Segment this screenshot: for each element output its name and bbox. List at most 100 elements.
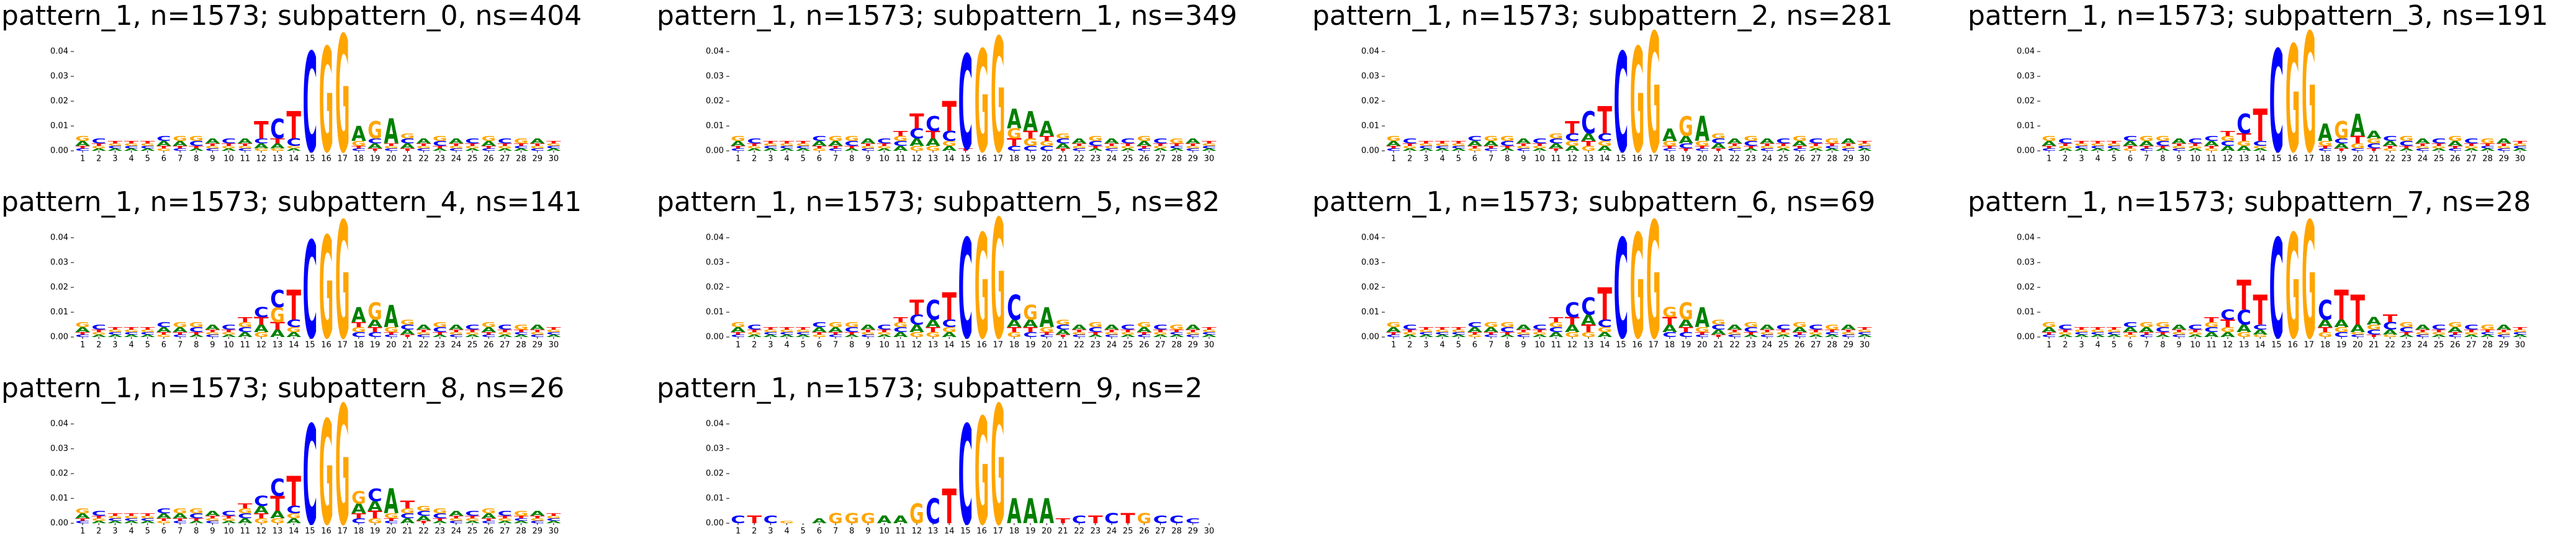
logo-letter: A (2107, 334, 2122, 338)
logo-letter: C (2091, 331, 2105, 335)
x-tick-label: 15 (960, 155, 971, 164)
logo-letter: T (2123, 145, 2138, 149)
logo-letter: G (335, 189, 350, 376)
x-tick-label: 15 (1616, 341, 1626, 350)
x-tick-label: 8 (2160, 341, 2165, 350)
logo-letter: T (861, 143, 876, 146)
logo-letter: T (747, 329, 762, 333)
logo-letter: T (1153, 143, 1168, 146)
logo-letter: G (75, 507, 90, 515)
logo-letter: G (1662, 305, 1677, 320)
logo-letter: G (1825, 137, 1840, 145)
x-tick-label: 29 (2498, 341, 2509, 350)
logo-letter: T (1386, 331, 1401, 335)
logo-letter: T (124, 140, 139, 144)
logo-letter: C (205, 334, 220, 338)
logo-letter: T (2480, 143, 2495, 146)
x-tick-label: 2 (96, 527, 101, 536)
logo-letter: G (780, 329, 795, 333)
logo-letter: A (1744, 148, 1759, 151)
logo-letter: G (465, 145, 480, 149)
logo-letter: A (530, 137, 545, 145)
logo-letter: T (286, 468, 301, 516)
logo-letter: C (108, 145, 123, 149)
y-tick-label: 0.00 (2017, 333, 2035, 342)
logo-letter: A (731, 140, 745, 148)
x-tick-label: 20 (1697, 155, 1708, 164)
logo-letter: T (254, 117, 269, 145)
logo-letter: C (780, 331, 795, 335)
logo-letter: G (1792, 321, 1807, 329)
x-tick-label: 30 (1860, 155, 1870, 164)
x-tick-label: 16 (2287, 341, 2298, 350)
logo-letter: A (465, 334, 480, 338)
logo-letter: T (925, 326, 940, 334)
x-tick-label: 21 (402, 341, 413, 350)
logo-letter: A (2042, 326, 2056, 334)
logo-letter: A (108, 520, 123, 524)
logo-letter: C (1533, 323, 1547, 331)
y-tick-label: 0.02 (50, 97, 68, 106)
logo-letter: A (942, 331, 957, 339)
logo-letter: A (2334, 318, 2349, 330)
logo-letter: C (877, 137, 892, 145)
x-tick-label: 26 (1139, 341, 1150, 350)
x-tick-label: 13 (1583, 155, 1594, 164)
logo-letter: C (1007, 145, 1022, 153)
logo-letter: T (1809, 329, 1824, 333)
logo-letter: C (75, 334, 90, 338)
logo-letter: C (844, 140, 859, 148)
logo-letter: G (1597, 326, 1612, 334)
x-tick-label: 12 (912, 155, 922, 164)
logo-letter: A (286, 331, 301, 339)
logo-letter: A (2204, 331, 2219, 339)
logo-letter: C (1186, 517, 1200, 525)
logo-letter: C (1597, 318, 1612, 330)
x-tick-label: 15 (1616, 155, 1626, 164)
logo-letter: G (2415, 331, 2430, 335)
logo-letter: T (1435, 326, 1450, 330)
logo-letter: T (449, 143, 464, 146)
x-tick-label: 20 (386, 341, 397, 350)
x-tick-label: 14 (2255, 341, 2266, 350)
logo-letter: T (1711, 148, 1726, 151)
logo-letter: A (1695, 110, 1709, 150)
x-tick-label: 9 (865, 341, 870, 350)
logo-letter: T (1727, 143, 1742, 146)
logo-letter: C (1186, 334, 1200, 338)
logo-letter: A (514, 148, 529, 151)
y-tick-label: 0.03 (706, 72, 724, 81)
y-tick-label: 0.02 (1361, 97, 1379, 106)
logo-letter: G (747, 331, 762, 335)
logo-letter: G (254, 148, 269, 151)
x-tick-label: 18 (1009, 341, 1020, 350)
logo-letter: G (1727, 331, 1742, 335)
panel-title: pattern_1, n=1573; subpattern_1, ns=349 (657, 0, 1237, 32)
logo-letter: G (384, 145, 399, 149)
x-tick-label: 1 (2047, 341, 2051, 350)
logo-letter: A (893, 514, 908, 526)
logo-letter: C (1169, 331, 1184, 335)
logo-letter: T (270, 137, 285, 145)
logo-letter: A (222, 334, 236, 338)
logo-letter: A (1841, 137, 1856, 145)
logo-letter: A (844, 334, 859, 338)
logo-letter: T (1056, 334, 1071, 338)
logo-letter: C (1792, 334, 1807, 338)
x-tick-label: 15 (2271, 341, 2282, 350)
logo-letter: G (173, 321, 187, 329)
logo-letter: T (844, 145, 859, 149)
y-tick-label: 0.02 (706, 97, 724, 106)
logo-letter: T (1678, 326, 1693, 334)
logo-letter: C (2204, 135, 2219, 143)
logo-letter: A (1419, 148, 1434, 151)
x-tick-label: 16 (321, 527, 331, 536)
y-tick-label: 0.01 (706, 308, 724, 317)
logo-letter: G (2204, 148, 2219, 151)
logo-letter: G (763, 329, 778, 333)
logo-letter: C (747, 137, 762, 145)
logo-letter: G (1419, 143, 1434, 146)
logo-letter: T (124, 513, 139, 516)
x-tick-label: 4 (1439, 341, 1444, 350)
logo-letter: C (2513, 145, 2528, 149)
